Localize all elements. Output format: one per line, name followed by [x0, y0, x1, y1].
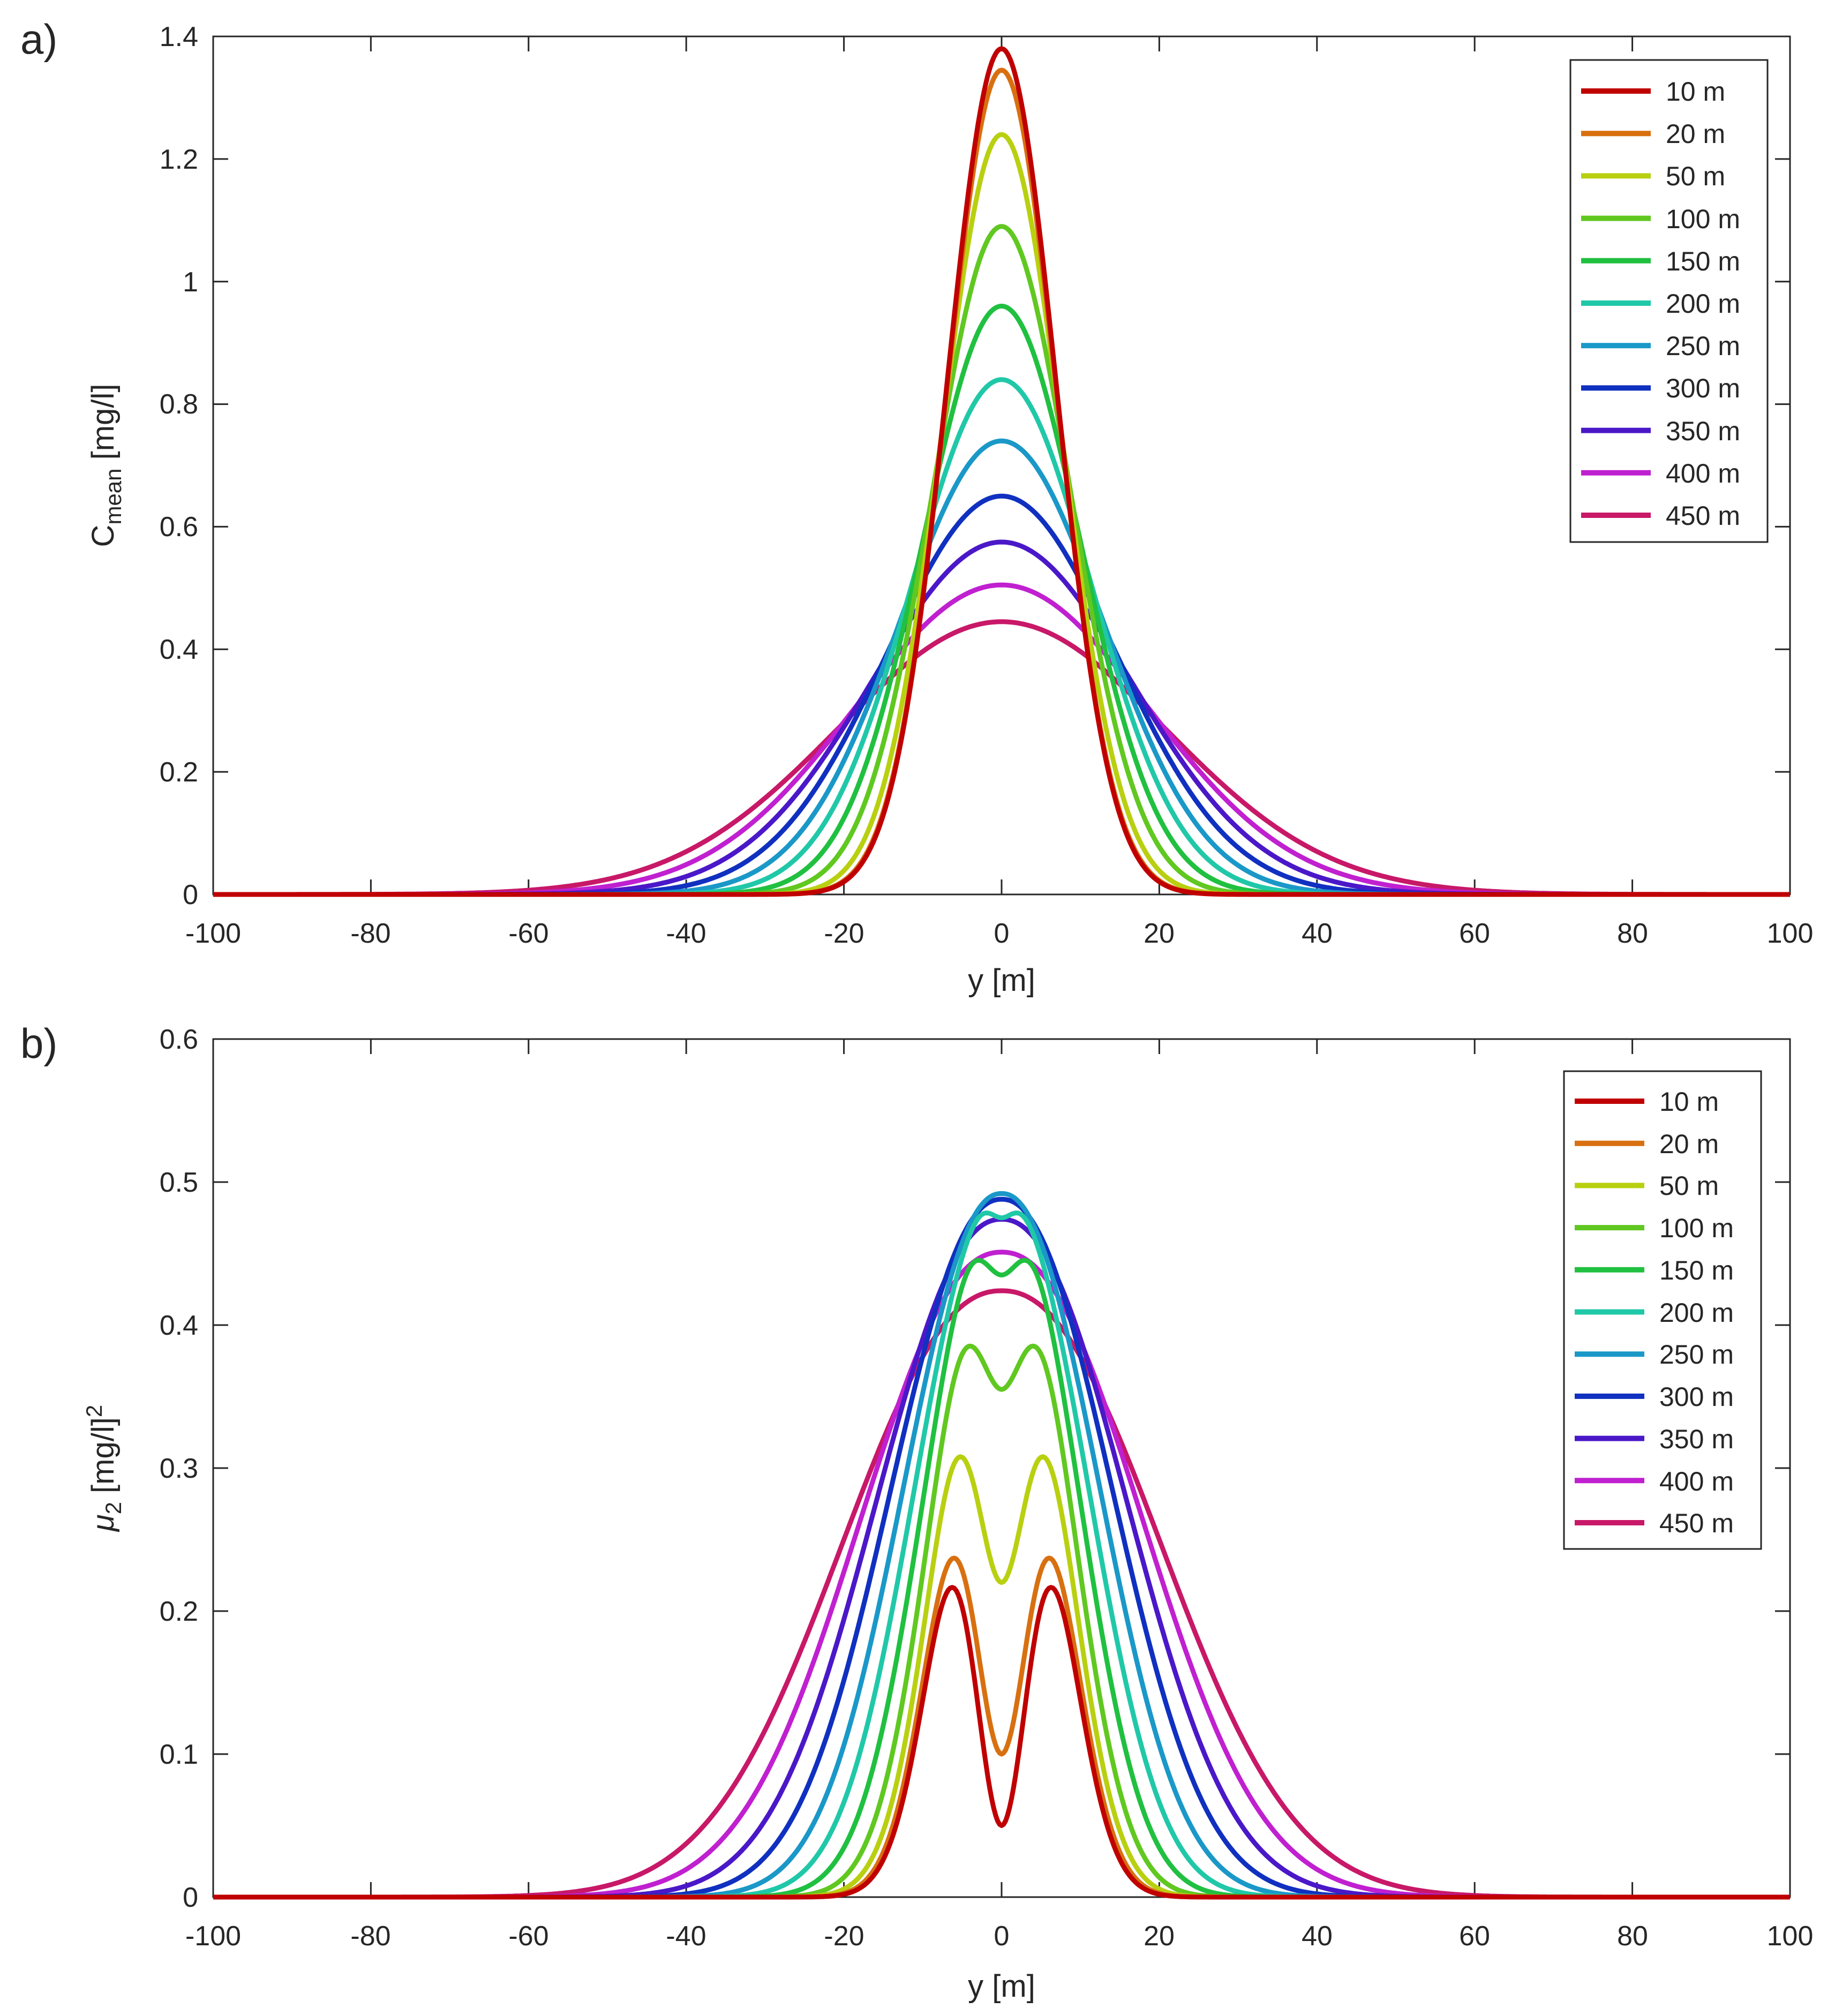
a-xtick-label: -40 — [666, 918, 706, 949]
b-xtick-label: 40 — [1302, 1921, 1333, 1952]
a-legend-label: 150 m — [1666, 246, 1740, 276]
panel-b-curves — [213, 1191, 1791, 1900]
b-xtick-label: 0 — [994, 1921, 1010, 1952]
a-ytick-label: 0.8 — [160, 389, 198, 420]
a-ytick-label: 1.4 — [160, 21, 198, 52]
a-ytick-label: 0.6 — [160, 511, 198, 543]
b-ytick-label: 0.2 — [160, 1596, 198, 1627]
b-xtick-label: 100 — [1767, 1921, 1814, 1952]
a-ylabel-sub: mean — [101, 468, 126, 524]
a-legend-label: 50 m — [1666, 161, 1725, 191]
a-ytick-label: 1.2 — [160, 144, 198, 175]
panel-b-legend: 10 m 20 m 50 m 100 m 150 m 200 m 250 m 3… — [1563, 1070, 1762, 1550]
a-xtick-label: 60 — [1459, 918, 1490, 949]
a-ytick-label: 0.4 — [160, 634, 198, 665]
b-legend-label: 10 m — [1659, 1087, 1719, 1117]
b-xtick-label: -80 — [350, 1921, 390, 1952]
b-legend-label: 400 m — [1659, 1466, 1734, 1496]
a-ytick-label: 0 — [183, 879, 198, 911]
b-legend-label: 300 m — [1659, 1382, 1734, 1412]
a-xtick-label: 80 — [1617, 918, 1648, 949]
panel-b-legend-lines — [1575, 1099, 1644, 1525]
b-xtick-label: 20 — [1144, 1921, 1175, 1952]
panel-b-xlabel: y [m] — [968, 1969, 1035, 2004]
b-legend-label: 50 m — [1659, 1171, 1719, 1201]
a-legend-label: 10 m — [1666, 77, 1725, 107]
panel-a-curves — [213, 46, 1791, 897]
panel-b-xtick-labels: -100 -80 -60 -40 -20 0 20 40 60 80 100 — [185, 1921, 1813, 1952]
panel-a-ylabel: Cmean [mg/l] — [86, 384, 126, 547]
a-legend-label: 400 m — [1666, 458, 1740, 488]
panel-a-label: a) — [20, 16, 57, 63]
b-legend-label: 100 m — [1659, 1213, 1734, 1243]
a-xtick-label: -100 — [185, 918, 241, 949]
b-xtick-label: -60 — [508, 1921, 548, 1952]
a-legend-label: 20 m — [1666, 119, 1725, 149]
panel-a-xtick-labels: -100 -80 -60 -40 -20 0 20 40 60 80 100 — [185, 918, 1813, 949]
b-ytick-label: 0.4 — [160, 1310, 198, 1341]
a-xtick-label: -20 — [824, 918, 864, 949]
a-legend-label: 350 m — [1666, 416, 1740, 446]
panel-b: b) -100 -80 -60 -40 -20 0 20 40 60 80 10… — [20, 1020, 1813, 2004]
a-legend-label: 100 m — [1666, 204, 1740, 234]
b-ylabel-main: μ — [86, 1514, 121, 1532]
b-ytick-label: 0.3 — [160, 1453, 198, 1484]
panel-b-axes-box — [212, 1038, 1791, 1898]
b-legend-label: 20 m — [1659, 1129, 1719, 1159]
a-ytick-label: 1 — [183, 267, 198, 298]
panel-a-legend-lines — [1581, 88, 1651, 518]
panel-a-legend: 10 m 20 m 50 m 100 m 150 m 200 m 250 m 3… — [1569, 59, 1769, 543]
a-legend-label: 450 m — [1666, 501, 1740, 531]
panel-a-xlabel: y [m] — [968, 963, 1035, 998]
b-xtick-label: -20 — [824, 1921, 864, 1952]
panel-b-ylabel: μ2 [mg/l]2 — [81, 1405, 126, 1532]
b-ytick-label: 0.5 — [160, 1167, 198, 1198]
b-legend-label: 150 m — [1659, 1255, 1734, 1285]
b-ytick-label: 0.6 — [160, 1024, 198, 1055]
panel-a-legend-labels: 10 m 20 m 50 m 100 m 150 m 200 m 250 m 3… — [1666, 77, 1740, 531]
b-xtick-label: -40 — [666, 1921, 706, 1952]
b-legend-label: 450 m — [1659, 1508, 1734, 1538]
series-line-10m — [213, 1585, 1791, 1900]
b-xtick-label: 80 — [1617, 1921, 1648, 1952]
b-ytick-label: 0 — [183, 1882, 198, 1913]
a-xtick-label: -80 — [350, 918, 390, 949]
a-ylabel-main: C — [86, 525, 121, 547]
panel-a: a) -100 -80 -60 -40 -20 0 20 40 60 80 10… — [20, 16, 1813, 998]
b-ylabel-sup: 2 — [81, 1405, 107, 1417]
a-legend-label: 250 m — [1666, 331, 1740, 361]
a-legend-label: 200 m — [1666, 289, 1740, 319]
a-ylabel-rest: [mg/l] — [86, 384, 121, 469]
a-xtick-label: 100 — [1767, 918, 1814, 949]
b-xtick-label: -100 — [185, 1921, 241, 1952]
a-xtick-label: 0 — [994, 918, 1010, 949]
panel-b-ytick-labels: 0 0.1 0.2 0.3 0.4 0.5 0.6 — [160, 1024, 198, 1913]
a-ytick-label: 0.2 — [160, 757, 198, 788]
panel-b-legend-labels: 10 m 20 m 50 m 100 m 150 m 200 m 250 m 3… — [1659, 1087, 1734, 1538]
a-xtick-label: 40 — [1302, 918, 1333, 949]
a-legend-label: 300 m — [1666, 373, 1740, 403]
b-ytick-label: 0.1 — [160, 1739, 198, 1770]
b-ylabel-rest: [mg/l] — [86, 1417, 121, 1502]
a-xtick-label: 20 — [1144, 918, 1175, 949]
b-legend-label: 350 m — [1659, 1424, 1734, 1454]
panel-b-label: b) — [20, 1020, 57, 1067]
b-xtick-label: 60 — [1459, 1921, 1490, 1952]
panel-a-ytick-labels: 0 0.2 0.4 0.6 0.8 1 1.2 1.4 — [160, 21, 198, 911]
b-legend-label: 200 m — [1659, 1298, 1734, 1328]
series-line-10m — [213, 46, 1791, 897]
b-legend-label: 250 m — [1659, 1340, 1734, 1370]
a-xtick-label: -60 — [508, 918, 548, 949]
panel-a-axes-box — [212, 35, 1791, 896]
b-ylabel-sub: 2 — [101, 1502, 126, 1514]
